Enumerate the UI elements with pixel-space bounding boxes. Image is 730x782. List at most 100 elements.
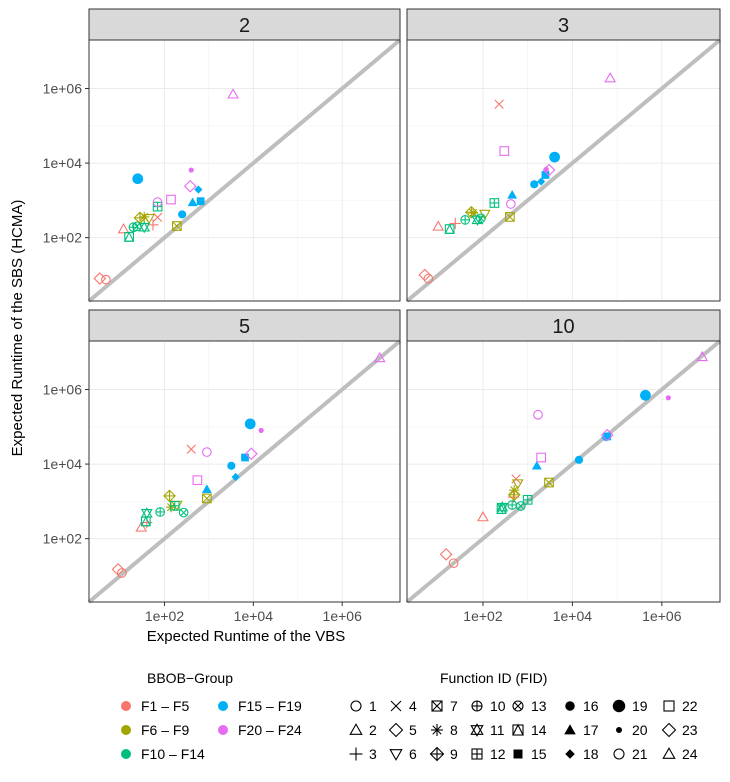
- data-point-fid-12: [169, 500, 180, 511]
- data-point-fid-6: [511, 479, 524, 490]
- points: [439, 350, 709, 569]
- data-point-fid-18: [194, 185, 203, 194]
- legend-fid-label: 8: [450, 722, 458, 738]
- legend-group-swatch: [121, 701, 131, 711]
- legend-fid-item: 4: [390, 698, 417, 714]
- marker-fid-8: [431, 724, 443, 736]
- data-point-fid-23: [183, 179, 197, 193]
- grid: [407, 341, 720, 602]
- legend-fid-item: 12: [471, 746, 506, 762]
- data-point-fid-21: [533, 409, 543, 420]
- legend-fid-label: 13: [531, 698, 547, 714]
- legend: BBOB−Group Function ID (FID) F1 – F5 F6 –…: [121, 670, 698, 762]
- legend-fid-item: 1: [350, 698, 377, 714]
- legend-fid-label: 5: [409, 722, 417, 738]
- x-tick-label: 1e+02: [145, 608, 185, 624]
- legend-fid-label: 16: [583, 698, 599, 714]
- data-point-fid-1: [448, 558, 459, 569]
- data-point-fid-23: [244, 447, 258, 461]
- data-point-fid-16: [530, 180, 539, 189]
- legend-fid-item: 17: [564, 722, 599, 738]
- data-point-fid-2: [117, 223, 130, 234]
- data-point-fid-5: [439, 547, 453, 561]
- data-point-fid-24: [373, 351, 386, 363]
- legend-group-item: F15 – F19: [218, 698, 302, 714]
- data-point-fid-20: [258, 427, 264, 433]
- data-point-fid-21: [505, 199, 516, 209]
- data-point-fid-19: [640, 389, 651, 401]
- marker-fid-21: [613, 748, 625, 760]
- y-tick-label: 1e+06: [43, 81, 83, 97]
- legend-fid-title: Function ID (FID): [440, 670, 547, 686]
- facet-label: 5: [239, 316, 250, 338]
- data-point-fid-7: [202, 493, 212, 504]
- legend-group-swatch: [121, 725, 131, 735]
- data-point-fid-22: [166, 194, 176, 205]
- legend-fid-item: 9: [429, 746, 458, 762]
- data-point-fid-14: [444, 223, 455, 234]
- legend-group-item: F10 – F14: [121, 746, 205, 762]
- data-point-fid-13: [476, 213, 486, 224]
- data-point-fid-18: [231, 472, 240, 482]
- data-point-fid-2: [135, 521, 148, 532]
- data-point-fid-7: [172, 221, 182, 231]
- legend-fid-item: 18: [565, 746, 599, 762]
- data-point-fid-10: [460, 215, 471, 225]
- legend-group-label: F10 – F14: [141, 746, 205, 762]
- data-point-fid-9: [507, 488, 521, 502]
- x-tick-label: 1e+02: [463, 608, 503, 624]
- legend-fid-item: 20: [616, 722, 648, 738]
- y-tick-label: 1e+02: [43, 531, 83, 547]
- points: [418, 72, 617, 284]
- marker-fid-2: [349, 723, 363, 735]
- legend-fid-label: 20: [632, 722, 648, 738]
- legend-fid-item: 15: [513, 746, 547, 762]
- data-point-fid-14: [123, 231, 135, 242]
- data-point-fid-15: [241, 453, 249, 462]
- y-tick-label: 1e+04: [43, 456, 83, 472]
- legend-group-label: F20 – F24: [238, 722, 302, 738]
- data-point-fid-17: [201, 484, 212, 494]
- data-point-fid-4: [186, 444, 196, 454]
- marker-fid-6: [389, 749, 403, 761]
- grid: [89, 40, 400, 301]
- data-point-fid-14: [140, 515, 152, 527]
- legend-fid-item: 13: [512, 698, 547, 714]
- data-point-fid-4: [511, 474, 521, 484]
- data-point-fid-21: [202, 447, 212, 457]
- facet-label: 10: [552, 316, 574, 338]
- facet-panels: 2 1e+02 1e+04 1e+06 3 5 1e+02 1e+04 1e+06 1e+02 1e…: [43, 8, 722, 624]
- legend-group-item: F1 – F5: [121, 698, 189, 714]
- diagonal-line: [87, 38, 402, 303]
- legend-group-item: F6 – F9: [121, 722, 189, 738]
- data-point-fid-24: [604, 72, 617, 83]
- legend-fid-label: 2: [369, 722, 377, 738]
- marker-fid-14: [512, 723, 524, 736]
- legend-group-label: F15 – F19: [238, 698, 302, 714]
- data-point-fid-1: [423, 273, 434, 284]
- legend-fid-label: 17: [583, 722, 599, 738]
- marker-fid-1: [350, 700, 362, 712]
- legend-fid-item: 6: [389, 746, 417, 762]
- data-point-fid-22: [499, 146, 510, 156]
- marker-fid-22: [663, 700, 675, 712]
- data-point-fid-9: [163, 489, 176, 503]
- data-point-fid-1: [101, 274, 111, 285]
- data-point-fid-9: [464, 205, 478, 219]
- marker-fid-7: [431, 700, 443, 712]
- legend-fid-item: 7: [431, 698, 458, 714]
- legend-fid-label: 10: [490, 698, 506, 714]
- data-point-fid-17: [507, 189, 518, 199]
- legend-group-label: F1 – F5: [141, 698, 189, 714]
- data-point-fid-7: [505, 212, 515, 222]
- facet-strip: [88, 8, 401, 41]
- panel-border: [88, 39, 401, 302]
- data-point-fid-20: [665, 395, 671, 401]
- panel-3: 3: [405, 8, 722, 303]
- legend-fid-item: 5: [388, 722, 417, 738]
- legend-group-swatch: [218, 701, 228, 711]
- panel-5: 5 1e+02 1e+04 1e+06 1e+02 1e+04 1e+06: [43, 309, 402, 624]
- legend-fid-label: 23: [682, 722, 698, 738]
- marker-fid-12: [471, 748, 483, 760]
- data-point-fid-16: [227, 461, 236, 470]
